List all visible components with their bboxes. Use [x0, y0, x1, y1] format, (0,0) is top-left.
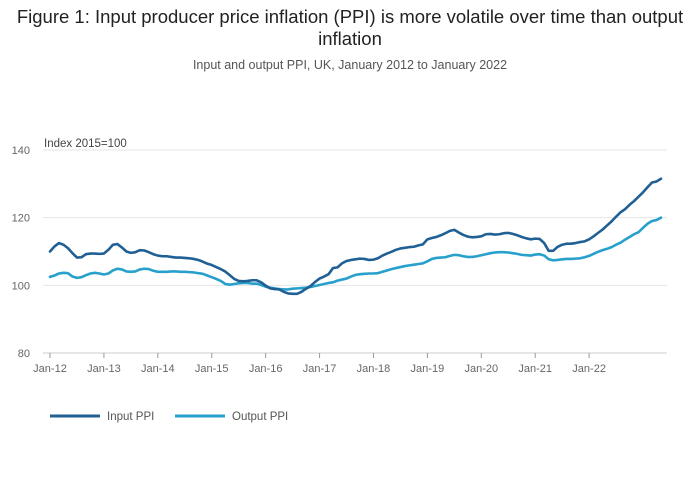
- legend-label: Input PPI: [107, 411, 154, 423]
- x-tick-label: Jan-17: [303, 363, 337, 375]
- x-axis: Jan-12 Jan-13 Jan-14 Jan-15 Jan-16 Jan-17 Jan-…: [33, 353, 606, 375]
- y-axis: 80 100 120 140 Index 2015=100: [12, 138, 127, 360]
- x-tick-label: Jan-16: [249, 363, 283, 375]
- chart-title: Figure 1: Input producer price inflation…: [16, 6, 684, 49]
- series-line-input-ppi: [48, 177, 663, 296]
- gridlines: [43, 149, 667, 354]
- series-lines: [48, 177, 663, 296]
- y-tick-label: 120: [12, 213, 30, 225]
- x-tick-label: Jan-12: [33, 363, 67, 375]
- x-tick-label: Jan-15: [195, 363, 229, 375]
- x-tick-label: Jan-19: [411, 363, 445, 375]
- y-tick-label: 80: [18, 348, 30, 360]
- series-line-output-ppi: [48, 216, 663, 291]
- y-axis-label: Index 2015=100: [44, 138, 127, 150]
- y-tick-label: 100: [12, 280, 30, 292]
- x-tick-label: Jan-20: [464, 363, 498, 375]
- chart-subtitle: Input and output PPI, UK, January 2012 t…: [192, 58, 508, 72]
- x-tick-label: Jan-14: [141, 363, 175, 375]
- legend: Input PPI Output PPI: [50, 411, 288, 423]
- x-tick-label: Jan-22: [572, 363, 606, 375]
- legend-label: Output PPI: [232, 411, 288, 423]
- x-tick-label: Jan-18: [357, 363, 391, 375]
- x-tick-label: Jan-13: [87, 363, 121, 375]
- y-tick-label: 140: [12, 145, 30, 157]
- x-tick-label: Jan-21: [518, 363, 552, 375]
